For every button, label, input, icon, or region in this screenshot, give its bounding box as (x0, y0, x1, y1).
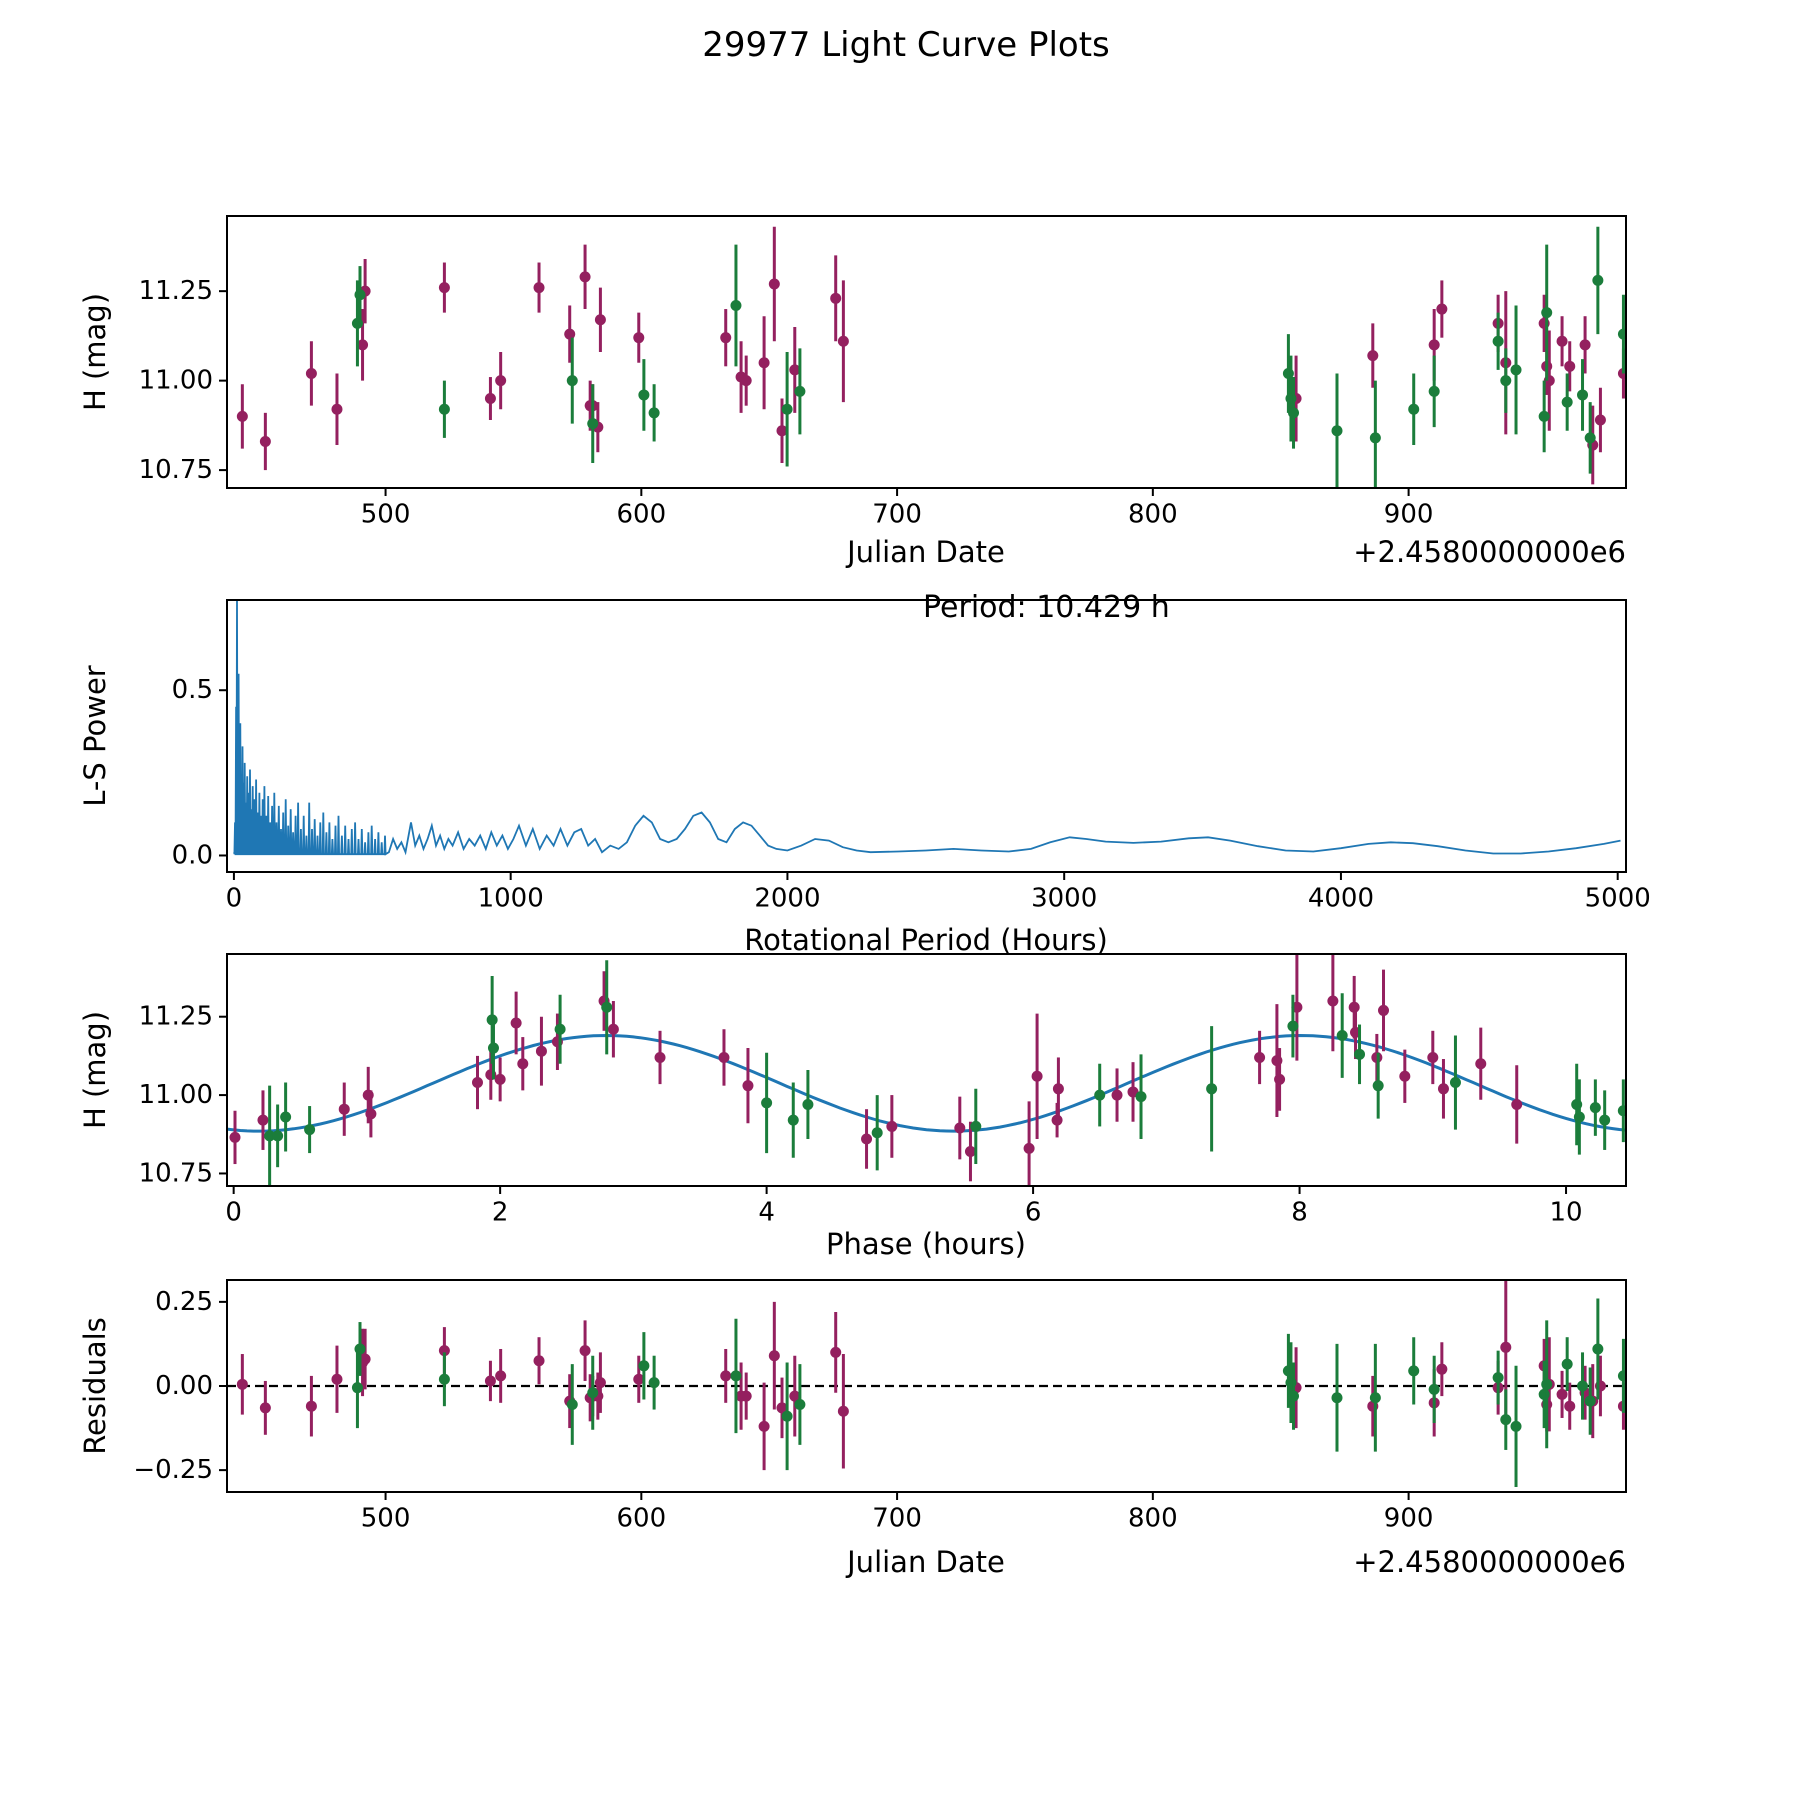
periodogram-xtick-label: 2000 (754, 883, 820, 913)
lightcurve-ylabel: H (mag) (78, 292, 112, 412)
phase-xlabel: Phase (hours) (826, 1227, 1026, 1261)
residuals-axes-frame (226, 1279, 1627, 1493)
sinusoid-fit-curve (227, 1033, 1626, 1133)
residuals-xtick-label: 500 (361, 1503, 411, 1533)
phase-xtick-label: 10 (1549, 1197, 1582, 1227)
phase-ylabel: H (mag) (78, 1010, 112, 1130)
residuals-xtick-label: 800 (1128, 1503, 1178, 1533)
phase-axes-frame (226, 953, 1627, 1187)
phase-xtick-label: 8 (1291, 1197, 1308, 1227)
periodogram-plot-area (233, 600, 1621, 856)
residuals-xtick-label: 600 (617, 1503, 667, 1533)
observations-set-1 (236, 226, 1626, 485)
phase-plot-area (227, 954, 1626, 1186)
residuals-set-2 (351, 1298, 1626, 1487)
figure-title: 29977 Light Curve Plots (702, 25, 1110, 65)
residuals-ytick-label: 0.25 (155, 1287, 213, 1317)
lightcurve-xtick-label: 900 (1384, 499, 1434, 529)
periodogram-ytick-label: 0.0 (172, 840, 213, 870)
lightcurve-xtick-label: 500 (361, 499, 411, 529)
phased-set-2 (264, 960, 1626, 1186)
phase-ytick-label: 10.75 (139, 1158, 213, 1188)
residuals-ytick-label: −0.25 (133, 1455, 213, 1485)
residuals-ytick-label: 0.00 (155, 1371, 213, 1401)
periodogram-ytick-label: 0.5 (172, 675, 213, 705)
lightcurve-ytick-label: 11.25 (139, 276, 213, 306)
residuals-plot-area (227, 1280, 1626, 1487)
residuals-xtick-label: 700 (872, 1503, 922, 1533)
residuals-xlabel: Julian Date (847, 1545, 1005, 1579)
lightcurve-xlabel: Julian Date (847, 535, 1005, 569)
residuals-axis-offset: +2.4580000000e6 (1353, 1545, 1626, 1579)
lightcurve-plot-area (236, 226, 1626, 488)
phase-ytick-label: 11.00 (139, 1080, 213, 1110)
periodogram-xlabel: Rotational Period (Hours) (744, 923, 1108, 957)
observations-set-2 (351, 226, 1626, 488)
phase-xtick-label: 0 (225, 1197, 242, 1227)
periodogram-xtick-label: 1000 (478, 883, 544, 913)
lightcurve-axis-offset: +2.4580000000e6 (1353, 535, 1626, 569)
lightcurve-axes-frame (226, 215, 1627, 489)
lightcurve-ytick-label: 11.00 (139, 366, 213, 396)
phase-xtick-label: 2 (492, 1197, 509, 1227)
ls-power-curve (233, 600, 1621, 856)
lightcurve-ytick-label: 10.75 (139, 455, 213, 485)
lightcurve-xtick-label: 800 (1128, 499, 1178, 529)
periodogram-axes-frame (226, 599, 1627, 873)
phase-xtick-label: 6 (1025, 1197, 1042, 1227)
phase-xtick-label: 4 (758, 1197, 775, 1227)
residuals-ylabel: Residuals (78, 1317, 112, 1455)
lightcurve-xtick-label: 600 (617, 499, 667, 529)
periodogram-xtick-label: 4000 (1308, 883, 1374, 913)
residuals-xtick-label: 900 (1384, 1503, 1434, 1533)
phase-ytick-label: 11.25 (139, 1002, 213, 1032)
periodogram-ylabel: L-S Power (78, 665, 112, 807)
periodogram-xtick-label: 3000 (1031, 883, 1097, 913)
period-annotation: Period: 10.429 h (923, 590, 1170, 625)
periodogram-xtick-label: 0 (226, 883, 243, 913)
periodogram-xtick-label: 5000 (1585, 883, 1651, 913)
lightcurve-xtick-label: 700 (872, 499, 922, 529)
